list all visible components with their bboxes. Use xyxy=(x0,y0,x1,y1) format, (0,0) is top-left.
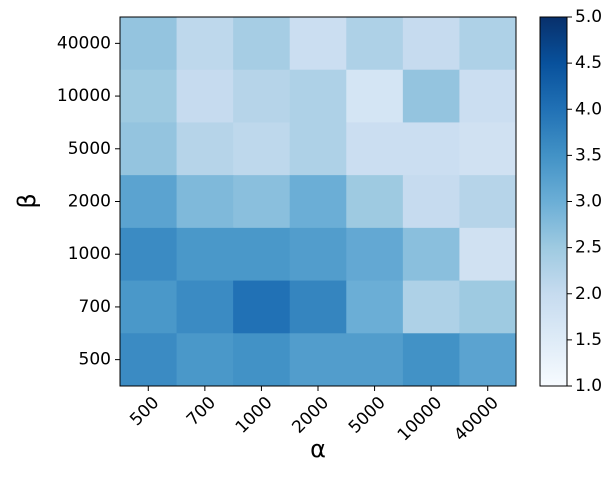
y-tick-label: 500 xyxy=(79,350,111,370)
heatmap-cell xyxy=(176,122,234,176)
colorbar-tick-label: 1.5 xyxy=(575,330,602,350)
heatmap-cell xyxy=(346,122,404,176)
x-tick-label: 2000 xyxy=(288,393,333,438)
heatmap-cell xyxy=(402,333,460,387)
heatmap-cell xyxy=(459,175,517,229)
x-tick-label: 40000 xyxy=(450,393,502,445)
heatmap-cell xyxy=(120,280,178,334)
heatmap-cell xyxy=(346,227,404,282)
heatmap-cell xyxy=(459,280,517,334)
heatmap-cell xyxy=(289,17,347,71)
colorbar-tick-label: 4.0 xyxy=(575,99,602,119)
heatmap-cell xyxy=(459,227,517,282)
heatmap-cell xyxy=(176,175,234,229)
heatmap-cell xyxy=(176,333,234,387)
x-axis-title: α xyxy=(310,435,326,463)
y-tick-label: 40000 xyxy=(57,33,111,53)
heatmap-cell xyxy=(402,280,460,334)
heatmap-cell xyxy=(233,280,291,334)
y-tick-label: 1000 xyxy=(68,244,111,264)
heatmap-cell xyxy=(459,17,517,71)
heatmap-cell xyxy=(233,227,291,282)
heatmap-cell xyxy=(120,227,178,282)
heatmap-cell xyxy=(346,333,404,387)
heatmap-cell xyxy=(176,69,234,123)
heatmap-cell xyxy=(233,17,291,71)
heatmap-cell xyxy=(120,17,178,71)
x-tick-label: 5000 xyxy=(345,393,390,438)
heatmap-cell xyxy=(289,333,347,387)
heatmap-cell xyxy=(120,175,178,229)
heatmap-cell xyxy=(402,122,460,176)
heatmap-cell xyxy=(459,122,517,176)
colorbar-tick-label: 3.0 xyxy=(575,192,602,212)
heatmap-cell xyxy=(233,175,291,229)
heatmap-cell xyxy=(289,69,347,123)
heatmap-cell xyxy=(233,69,291,123)
y-tick-label: 5000 xyxy=(68,139,111,159)
heatmap-cell xyxy=(346,175,404,229)
heatmap-cell xyxy=(402,69,460,123)
x-tick-label: 700 xyxy=(183,393,220,430)
colorbar-tick-label: 5.0 xyxy=(575,7,602,27)
colorbar-tick-label: 2.5 xyxy=(575,238,602,258)
heatmap-cell xyxy=(402,175,460,229)
colorbar-tick-label: 3.5 xyxy=(575,145,602,165)
heatmap-cell xyxy=(176,17,234,71)
heatmap-cell xyxy=(402,17,460,71)
heatmap-cell xyxy=(346,17,404,71)
heatmap-cell xyxy=(402,227,460,282)
heatmap-cell xyxy=(289,280,347,334)
heatmap-cell xyxy=(120,333,178,387)
heatmap-cell xyxy=(289,227,347,282)
heatmap-cell xyxy=(459,333,517,387)
colorbar-tick-label: 4.5 xyxy=(575,53,602,73)
heatmap-cell xyxy=(176,227,234,282)
x-tick-label: 1000 xyxy=(232,393,277,438)
heatmap-cell xyxy=(459,69,517,123)
heatmap-cell xyxy=(176,280,234,334)
colorbar-tick-label: 1.0 xyxy=(575,376,602,396)
heatmap-cell xyxy=(120,122,178,176)
heatmap-cell xyxy=(346,280,404,334)
heatmap-cell xyxy=(120,69,178,123)
x-tick-label: 10000 xyxy=(394,393,446,445)
heatmap-cell xyxy=(346,69,404,123)
heatmap-cell xyxy=(233,333,291,387)
colorbar-tick-label: 2.0 xyxy=(575,284,602,304)
colorbar xyxy=(539,16,568,387)
x-tick-label: 500 xyxy=(126,393,163,430)
heatmap-cell xyxy=(289,175,347,229)
y-tick-label: 10000 xyxy=(57,86,111,106)
heatmap-cell xyxy=(233,122,291,176)
y-tick-label: 700 xyxy=(79,297,111,317)
y-tick-label: 2000 xyxy=(68,192,111,212)
heatmap-cell xyxy=(289,122,347,176)
y-axis-title: β xyxy=(13,193,41,208)
